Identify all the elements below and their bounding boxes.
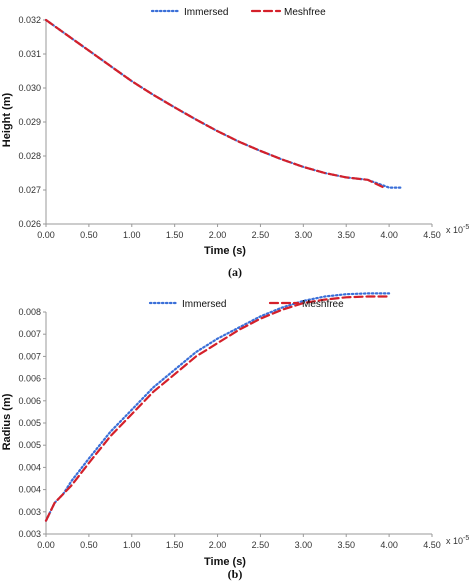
chart-a-y-axis-title: Height (m) <box>1 92 13 147</box>
chart-b-x-axis-title: Time (s) <box>204 556 246 568</box>
chart-b-y-tick-label: 0.004 <box>18 462 41 472</box>
chart-b-x-tick-label: 3.00 <box>295 540 313 550</box>
chart-a-y-tick-label: 0.026 <box>18 219 41 229</box>
chart-b-x-tick-label: 4.00 <box>380 540 398 550</box>
chart-b-x-tick-label: 2.00 <box>209 540 227 550</box>
chart-b-x-tick-label: 1.50 <box>166 540 184 550</box>
chart-b-legend-label-meshfree: Meshfree <box>302 299 344 310</box>
chart-b-y-tick-label: 0.004 <box>18 485 41 495</box>
chart-a-x-tick-label: 2.50 <box>252 230 270 240</box>
chart-b-y-ticks: 0.003 0.003 0.004 0.004 0.005 0.005 0.006 0.006… <box>18 307 46 539</box>
chart-b-x-tick-label: 4.50 <box>423 540 441 550</box>
chart-b-x-tick-label: 0.50 <box>80 540 98 550</box>
chart-b-x-tick-label: 0.00 <box>37 540 55 550</box>
chart-b-y-tick-label: 0.003 <box>18 529 41 539</box>
chart-b-axes <box>45 312 432 535</box>
chart-a-series <box>44 18 404 190</box>
chart-b-series-immersed-line <box>44 292 391 522</box>
chart-a: 0.026 0.027 0.028 0.029 0.030 0.031 0.032 0.00… <box>1 7 469 279</box>
chart-a-legend-label-immersed: Immersed <box>184 7 228 18</box>
chart-b-y-tick-label: 0.008 <box>18 307 41 317</box>
chart-a-x-tick-label: 2.00 <box>209 230 227 240</box>
chart-a-y-tick-label: 0.031 <box>18 49 41 59</box>
chart-b-y-axis-title: Radius (m) <box>1 393 13 450</box>
chart-a-series-immersed-line <box>44 18 404 189</box>
chart-a-x-tick-label: 1.50 <box>166 230 184 240</box>
chart-a-y-ticks: 0.026 0.027 0.028 0.029 0.030 0.031 0.032 <box>18 15 46 229</box>
chart-b-y-tick-label: 0.007 <box>18 351 41 361</box>
chart-b-legend-label-immersed: Immersed <box>182 299 226 310</box>
chart-a-axes <box>45 20 432 225</box>
chart-a-legend: Immersed Meshfree <box>150 7 326 18</box>
chart-a-x-tick-label: 3.50 <box>337 230 355 240</box>
chart-b-x-tick-label: 1.00 <box>123 540 141 550</box>
chart-b-y-tick-label: 0.003 <box>18 507 41 517</box>
chart-b-series <box>44 292 391 522</box>
chart-b-series-meshfree-line <box>44 295 391 522</box>
chart-a-x-tick-label: 4.00 <box>380 230 398 240</box>
chart-b-x-tick-label: 2.50 <box>252 540 270 550</box>
chart-a-x-ticks: 0.00 0.50 1.00 1.50 2.00 2.50 3.00 3.50 4.00 4.50 <box>37 224 441 240</box>
chart-b-y-tick-label: 0.006 <box>18 374 41 384</box>
chart-a-x-tick-label: 0.50 <box>80 230 98 240</box>
chart-a-x-tick-label: 0.00 <box>37 230 55 240</box>
chart-b-y-tick-label: 0.005 <box>18 440 41 450</box>
chart-b-caption: (b) <box>228 567 243 581</box>
chart-b-y-tick-label: 0.007 <box>18 329 41 339</box>
chart-b-x-ticks: 0.00 0.50 1.00 1.50 2.00 2.50 3.00 3.50 4.00 4.50 <box>37 534 441 550</box>
chart-a-y-tick-label: 0.032 <box>18 15 41 25</box>
chart-a-caption: (a) <box>228 265 242 279</box>
chart-a-y-tick-label: 0.027 <box>18 185 41 195</box>
chart-a-y-tick-label: 0.029 <box>18 117 41 127</box>
chart-a-x-tick-label: 4.50 <box>423 230 441 240</box>
chart-b-x-multiplier: x 10-5 <box>446 535 469 546</box>
chart-a-y-tick-label: 0.030 <box>18 83 41 93</box>
chart-b-y-tick-label: 0.006 <box>18 396 41 406</box>
chart-b-legend: Immersed Meshfree <box>148 299 344 310</box>
chart-a-x-axis-title: Time (s) <box>204 245 246 257</box>
chart-b: 0.003 0.003 0.004 0.004 0.005 0.005 0.006 0.006… <box>1 292 469 581</box>
chart-a-legend-label-meshfree: Meshfree <box>284 7 326 18</box>
chart-b-y-tick-label: 0.005 <box>18 418 41 428</box>
chart-a-y-tick-label: 0.028 <box>18 151 41 161</box>
chart-a-x-tick-label: 1.00 <box>123 230 141 240</box>
chart-a-series-meshfree-line <box>44 18 386 190</box>
chart-a-x-tick-label: 3.00 <box>295 230 313 240</box>
chart-b-x-tick-label: 3.50 <box>337 540 355 550</box>
chart-a-x-multiplier: x 10-5 <box>446 224 469 235</box>
